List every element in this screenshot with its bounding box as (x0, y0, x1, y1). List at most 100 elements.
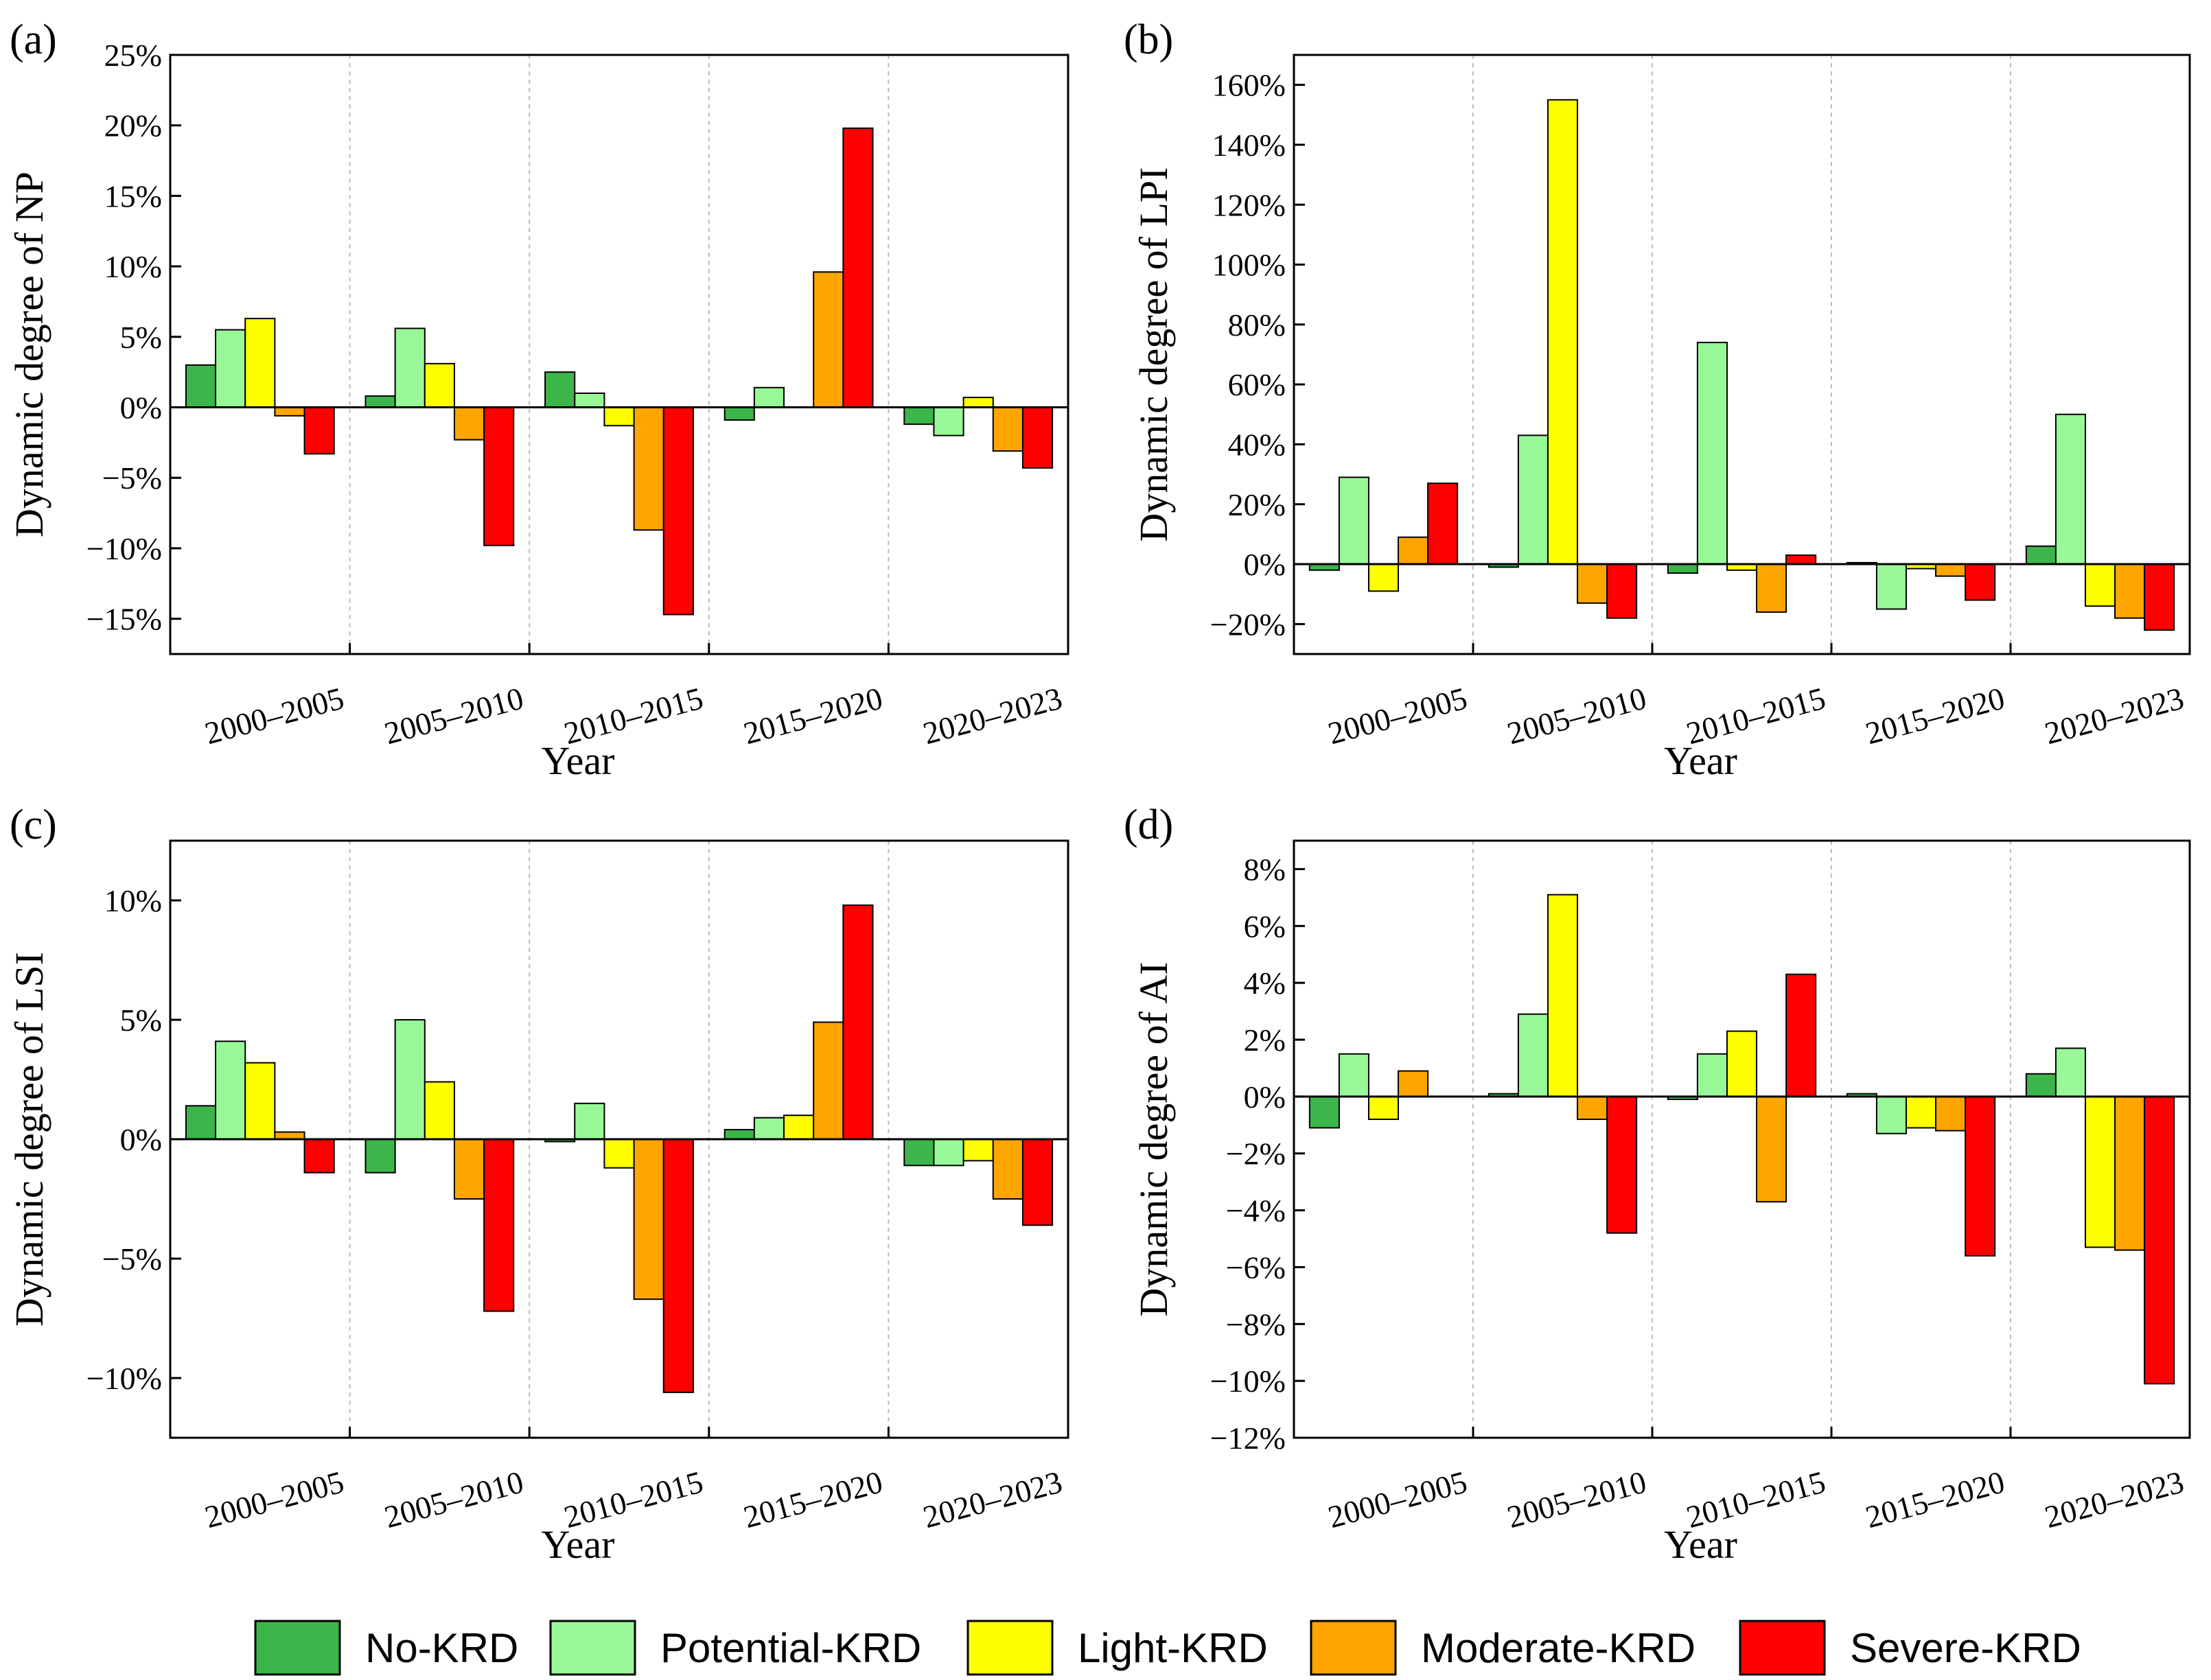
bar-potential-krd (753, 386, 785, 408)
bar-light-krd (1367, 563, 1400, 592)
y-tick-label: −15% (86, 602, 162, 637)
bar-light-krd (962, 1139, 994, 1162)
x-axis-title: Year (1664, 738, 1737, 783)
bar-light-krd (244, 1062, 276, 1141)
y-tick-label: 0% (1244, 547, 1286, 582)
bar-severe-krd (303, 406, 335, 455)
y-tick-label: 60% (1228, 367, 1286, 402)
bar-potential-krd (394, 327, 426, 408)
bar-light-krd (1905, 1095, 1937, 1129)
y-tick-label: −6% (1226, 1250, 1286, 1285)
legend-label: No-KRD (365, 1625, 518, 1671)
x-tick-label: 2015–2020 (1862, 1464, 2008, 1535)
x-tick-label: 2005–2010 (1503, 680, 1649, 751)
bar-severe-krd (2144, 563, 2175, 631)
bar-no-krd (2025, 1073, 2057, 1097)
bar-severe-krd (303, 1139, 335, 1174)
bar-moderate-krd (992, 1139, 1023, 1200)
x-tick-label: 2000–2005 (1324, 680, 1470, 751)
legend-swatch-light-krd (966, 1620, 1054, 1676)
legend-label: Potential-KRD (660, 1625, 921, 1671)
y-axis-title: Dynamic degree of NP (7, 172, 51, 537)
y-tick-label: 0% (1244, 1080, 1286, 1115)
bar-no-krd (2025, 545, 2057, 565)
y-tick-label: −10% (86, 1361, 162, 1396)
bar-severe-krd (842, 904, 874, 1140)
panel-letter: (a) (10, 16, 57, 63)
legend-swatch-potential-krd (549, 1620, 636, 1676)
plot-frame (1293, 54, 2191, 655)
bar-severe-krd (1965, 563, 1996, 601)
bar-severe-krd (1785, 973, 1817, 1097)
bar-light-krd (1367, 1095, 1400, 1121)
bar-potential-krd (394, 1019, 426, 1140)
bar-moderate-krd (813, 1021, 844, 1140)
bar-moderate-krd (992, 406, 1023, 452)
y-tick-label: −12% (1210, 1421, 1286, 1456)
x-tick-label: 2000–2005 (201, 680, 347, 751)
bar-moderate-krd (453, 406, 485, 441)
x-axis-title: Year (542, 1522, 615, 1567)
y-tick-label: −5% (102, 460, 162, 495)
plot-frame (169, 54, 1069, 655)
bar-light-krd (603, 406, 635, 427)
plot-frame (1293, 839, 2191, 1439)
x-tick-label: 2020–2023 (919, 1464, 1065, 1535)
bar-no-krd (1667, 563, 1698, 574)
bar-no-krd (724, 1129, 755, 1140)
bar-potential-krd (933, 1139, 964, 1167)
bar-moderate-krd (274, 406, 305, 417)
y-tick-label: −10% (86, 531, 162, 566)
x-tick-label: 2020–2023 (919, 680, 1065, 751)
plot-frame (169, 839, 1069, 1439)
bar-severe-krd (842, 127, 874, 408)
y-tick-label: −20% (1210, 607, 1286, 642)
legend-label: Light-KRD (1078, 1625, 1268, 1671)
bar-light-krd (424, 1081, 455, 1140)
bar-light-krd (1547, 99, 1579, 565)
bar-moderate-krd (2114, 1095, 2146, 1251)
bar-severe-krd (1785, 554, 1817, 565)
bar-no-krd (185, 1105, 217, 1141)
bar-light-krd (424, 362, 455, 408)
bar-no-krd (364, 1139, 396, 1174)
panel-letter: (b) (1124, 16, 1173, 63)
y-tick-label: 15% (104, 178, 162, 213)
bar-potential-krd (1875, 1095, 1907, 1134)
y-tick-label: 100% (1212, 248, 1286, 283)
x-axis-title: Year (542, 738, 615, 783)
bar-moderate-krd (1577, 563, 1608, 604)
bar-moderate-krd (453, 1139, 485, 1200)
y-tick-label: 2% (1244, 1023, 1286, 1058)
x-tick-label: 2005–2010 (381, 680, 527, 751)
y-tick-label: 160% (1212, 68, 1286, 103)
y-tick-label: −10% (1210, 1364, 1286, 1399)
x-tick-label: 2020–2023 (2041, 680, 2187, 751)
panel-a: (a) −15% −10% −5% 0% 5% 10% 15% 20% 25% 2000–2005 2… (7, 16, 1069, 783)
bar-no-krd (1308, 1095, 1340, 1129)
y-tick-label: 8% (1244, 852, 1286, 887)
x-tick-label: 2005–2010 (381, 1464, 527, 1535)
bar-light-krd (783, 1115, 815, 1140)
y-tick-label: −2% (1226, 1136, 1286, 1171)
bar-light-krd (244, 318, 276, 408)
bar-severe-krd (1606, 563, 1638, 619)
y-axis-title: Dynamic degree of AI (1131, 962, 1176, 1317)
legend: No-KRD Potential-KRD Light-KRD Moderate-KRD… (254, 1620, 2081, 1676)
panel-b: (b) −20% 0% 20% 40% 60% 80% 100% 120% 140% 160% 200… (1124, 16, 2191, 783)
panel-letter: (d) (1124, 802, 1173, 848)
y-tick-label: 0% (120, 1122, 162, 1157)
bar-severe-krd (1965, 1095, 1996, 1257)
y-tick-label: 10% (104, 249, 162, 284)
bar-potential-krd (215, 1040, 246, 1140)
bar-potential-krd (1696, 342, 1728, 565)
y-tick-label: 120% (1212, 187, 1286, 222)
x-tick-label: 2015–2020 (740, 680, 886, 751)
bar-no-krd (364, 395, 396, 408)
bar-potential-krd (1875, 563, 1907, 610)
y-axis-title: Dynamic degree of LSI (7, 952, 51, 1327)
bar-potential-krd (2054, 413, 2086, 565)
bar-potential-krd (1517, 1013, 1549, 1097)
bar-moderate-krd (633, 406, 664, 531)
panel-letter: (c) (10, 802, 57, 848)
